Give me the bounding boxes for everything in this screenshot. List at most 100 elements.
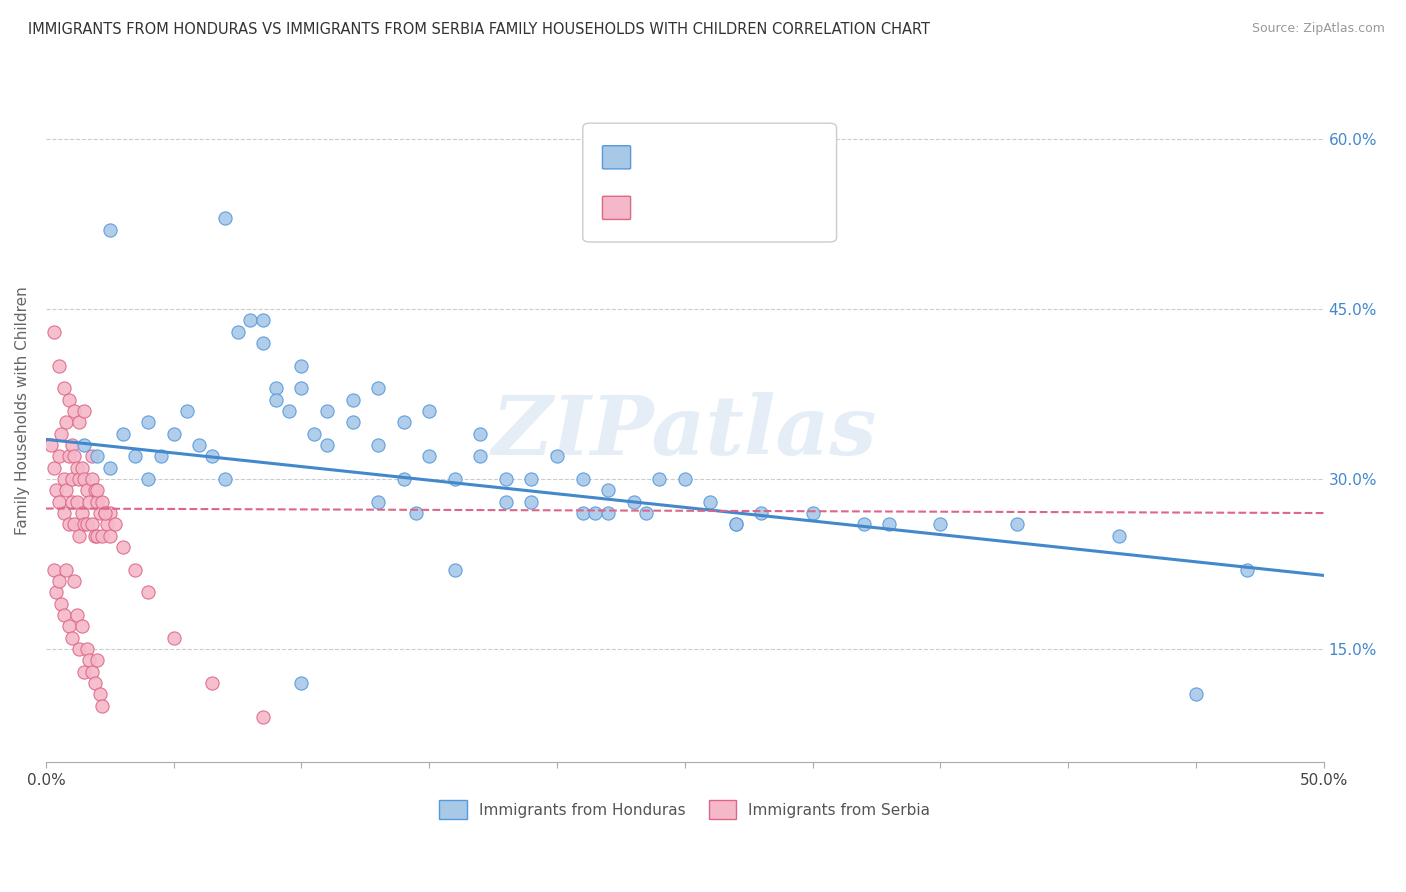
Point <box>583 506 606 520</box>
Point <box>520 472 543 486</box>
Point <box>136 415 159 429</box>
Point <box>1185 687 1208 701</box>
Point <box>70 506 93 520</box>
Point <box>98 529 121 543</box>
Point <box>546 450 568 464</box>
Point <box>66 608 89 623</box>
Point <box>724 517 747 532</box>
Point <box>226 325 249 339</box>
Point <box>367 381 389 395</box>
Point <box>252 336 274 351</box>
Point <box>699 494 721 508</box>
Point <box>83 483 105 498</box>
Point <box>98 460 121 475</box>
Point <box>93 506 115 520</box>
Point <box>83 676 105 690</box>
Point <box>45 585 67 599</box>
Point <box>73 438 96 452</box>
Point <box>316 404 339 418</box>
Point <box>42 563 65 577</box>
Point <box>571 472 593 486</box>
Point <box>76 483 98 498</box>
Point <box>201 450 224 464</box>
Point <box>51 426 73 441</box>
Point <box>91 698 114 713</box>
Point <box>304 426 326 441</box>
Text: 78: 78 <box>775 199 797 217</box>
Point <box>290 676 312 690</box>
Point <box>60 494 83 508</box>
Point <box>91 494 114 508</box>
Point <box>51 597 73 611</box>
Point <box>290 381 312 395</box>
Point <box>60 438 83 452</box>
Point <box>48 494 70 508</box>
Point <box>63 404 86 418</box>
Point <box>111 540 134 554</box>
Point <box>277 404 299 418</box>
Text: R =: R = <box>641 148 676 166</box>
Point <box>598 483 620 498</box>
Point <box>63 517 86 532</box>
Point <box>470 426 492 441</box>
Point <box>405 506 427 520</box>
Point <box>67 642 90 657</box>
Point <box>86 450 108 464</box>
Point <box>80 517 103 532</box>
Point <box>801 506 824 520</box>
Text: IMMIGRANTS FROM HONDURAS VS IMMIGRANTS FROM SERBIA FAMILY HOUSEHOLDS WITH CHILDR: IMMIGRANTS FROM HONDURAS VS IMMIGRANTS F… <box>28 22 931 37</box>
Point <box>929 517 952 532</box>
Point <box>66 460 89 475</box>
Text: ZIPatlas: ZIPatlas <box>492 392 877 472</box>
Point <box>60 631 83 645</box>
Text: N =: N = <box>737 199 783 217</box>
Point <box>86 653 108 667</box>
Point <box>89 687 111 701</box>
Point <box>104 517 127 532</box>
Point <box>264 381 287 395</box>
Point <box>214 472 236 486</box>
Point <box>96 517 118 532</box>
Point <box>55 563 77 577</box>
Text: -0.005: -0.005 <box>681 199 740 217</box>
Point <box>520 494 543 508</box>
Text: N =: N = <box>737 148 783 166</box>
Point <box>124 563 146 577</box>
Point <box>264 392 287 407</box>
Point <box>98 506 121 520</box>
Point <box>201 676 224 690</box>
Point <box>80 472 103 486</box>
Point <box>76 642 98 657</box>
Point <box>67 529 90 543</box>
Point <box>52 381 75 395</box>
Point <box>316 438 339 452</box>
Point <box>495 472 517 486</box>
Point <box>52 506 75 520</box>
Point <box>70 619 93 633</box>
Point <box>60 472 83 486</box>
Point <box>58 392 80 407</box>
Point <box>163 631 186 645</box>
Point <box>63 450 86 464</box>
Point <box>124 450 146 464</box>
Point <box>495 494 517 508</box>
Y-axis label: Family Households with Children: Family Households with Children <box>15 286 30 535</box>
Point <box>86 494 108 508</box>
Point <box>91 529 114 543</box>
Point <box>67 415 90 429</box>
Point <box>55 483 77 498</box>
Point <box>89 506 111 520</box>
Point <box>58 450 80 464</box>
Text: -0.243: -0.243 <box>681 148 740 166</box>
Point <box>73 404 96 418</box>
Point <box>214 211 236 226</box>
Point <box>392 415 415 429</box>
Point <box>58 619 80 633</box>
Point <box>93 506 115 520</box>
Point <box>52 608 75 623</box>
Point <box>76 517 98 532</box>
Point <box>55 415 77 429</box>
Point <box>418 450 440 464</box>
Point <box>111 426 134 441</box>
Point <box>79 653 101 667</box>
